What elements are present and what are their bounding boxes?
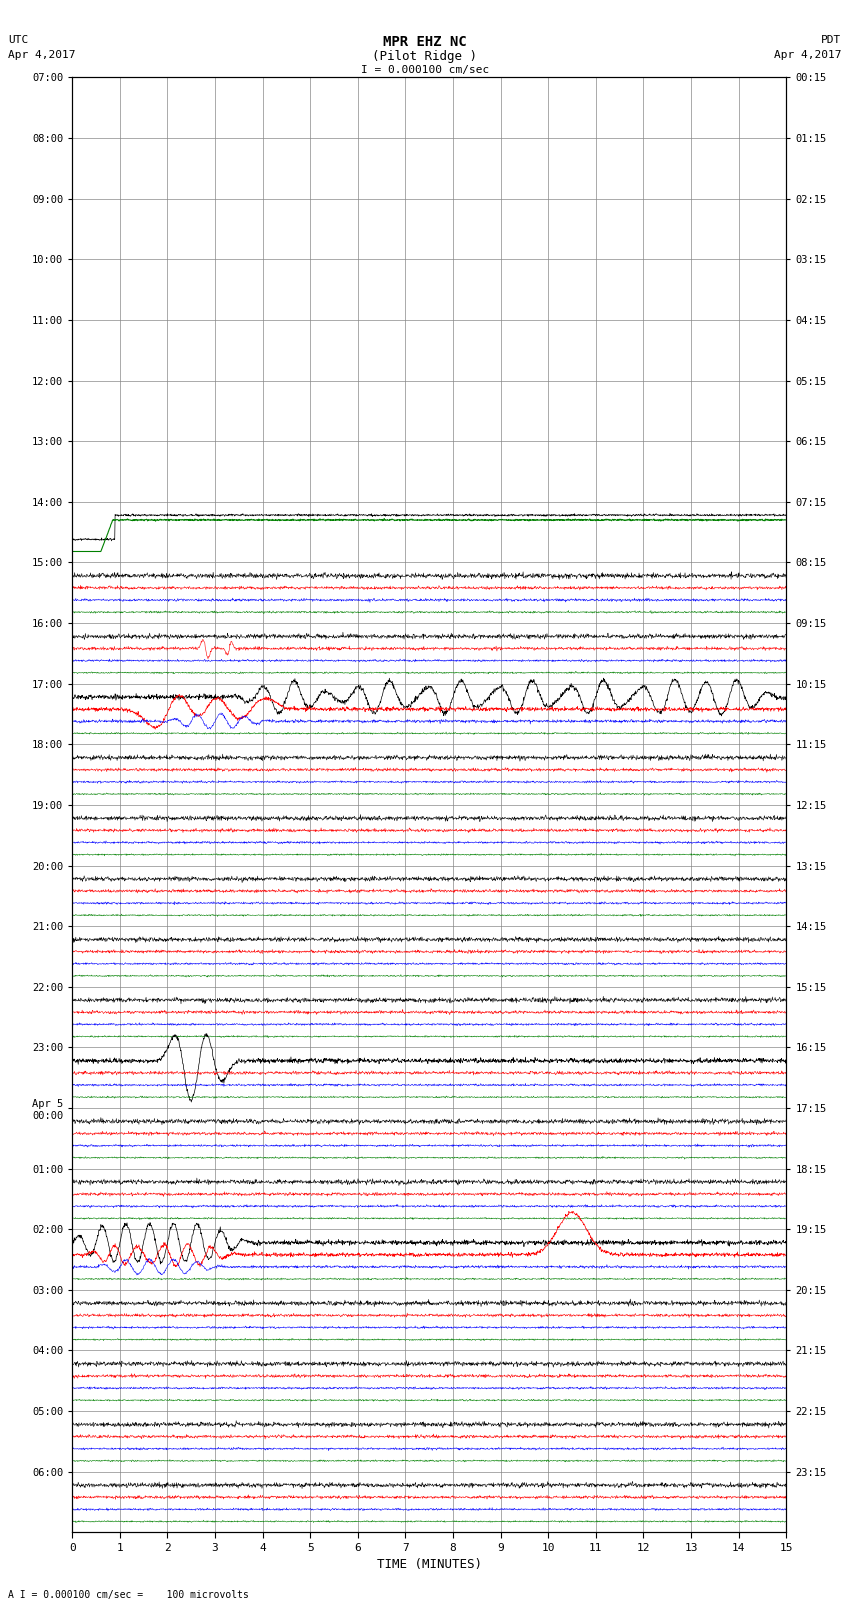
Text: (Pilot Ridge ): (Pilot Ridge ) <box>372 50 478 63</box>
Text: UTC: UTC <box>8 35 29 45</box>
Text: MPR EHZ NC: MPR EHZ NC <box>383 35 467 50</box>
Text: I = 0.000100 cm/sec: I = 0.000100 cm/sec <box>361 65 489 74</box>
Text: PDT: PDT <box>821 35 842 45</box>
Text: Apr 4,2017: Apr 4,2017 <box>774 50 842 60</box>
X-axis label: TIME (MINUTES): TIME (MINUTES) <box>377 1558 482 1571</box>
Text: Apr 4,2017: Apr 4,2017 <box>8 50 76 60</box>
Text: A I = 0.000100 cm/sec =    100 microvolts: A I = 0.000100 cm/sec = 100 microvolts <box>8 1590 249 1600</box>
